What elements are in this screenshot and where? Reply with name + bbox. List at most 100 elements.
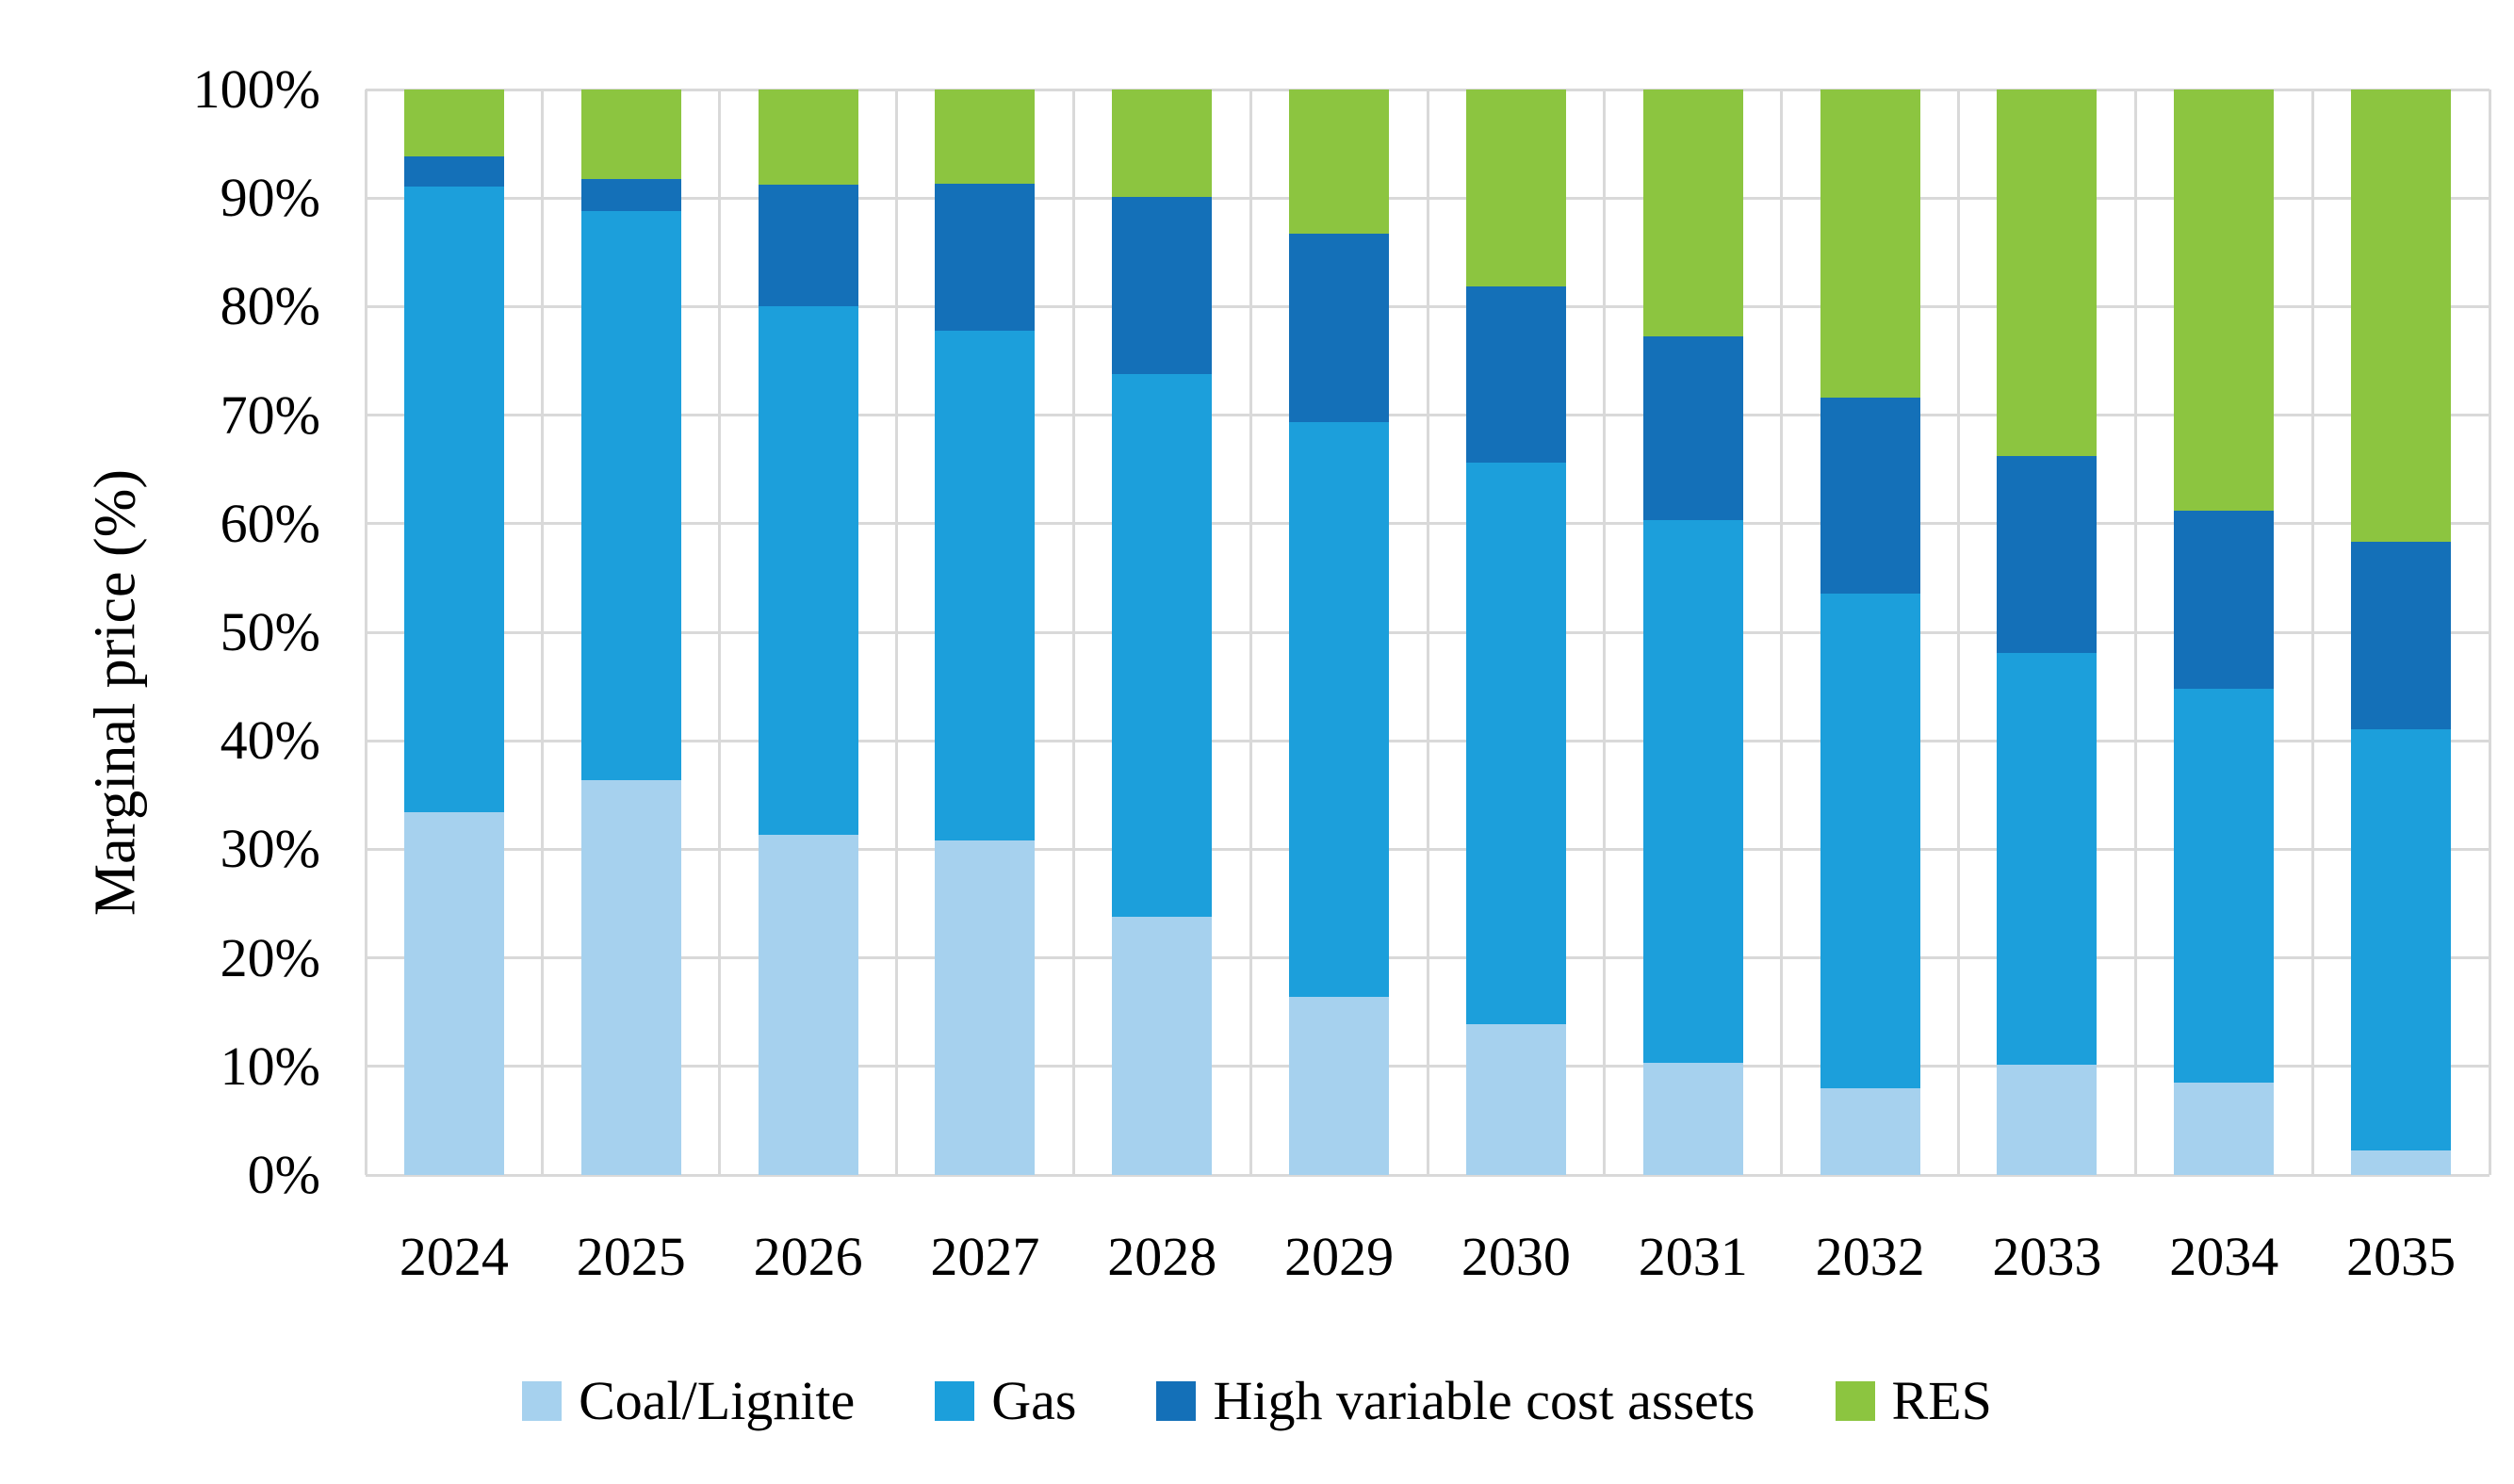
gridline-vertical-0 (364, 90, 367, 1175)
segment-coal-lignite-2027 (935, 840, 1036, 1175)
bar-2033 (1997, 90, 2098, 1175)
legend-item-gas: Gas (935, 1368, 1076, 1434)
x-label-2029: 2029 (1284, 1226, 1395, 1287)
segment-coal-lignite-2034 (2174, 1083, 2275, 1175)
plot-area (364, 88, 2491, 1177)
legend-label-coal-lignite: Coal/Lignite (579, 1370, 856, 1431)
segment-res-2032 (1820, 90, 1920, 399)
segment-gas-2027 (935, 330, 1036, 841)
segment-res-2035 (2351, 90, 2452, 543)
bar-2032 (1820, 90, 1920, 1175)
segment-coal-lignite-2033 (1997, 1064, 2098, 1175)
segment-res-2030 (1465, 90, 1566, 286)
legend-swatch-res (1835, 1381, 1875, 1421)
x-label-2027: 2027 (930, 1226, 1040, 1287)
bar-2026 (758, 90, 858, 1175)
y-tick-label-0: 0% (247, 1144, 320, 1205)
x-label-2025: 2025 (576, 1226, 686, 1287)
segment-high-variable-cost-assets-2032 (1820, 398, 1920, 594)
segment-gas-2032 (1820, 593, 1920, 1088)
x-label-2035: 2035 (2346, 1226, 2457, 1287)
x-label-2026: 2026 (753, 1226, 863, 1287)
segment-gas-2033 (1997, 652, 2098, 1065)
segment-high-variable-cost-assets-2029 (1289, 234, 1390, 422)
y-tick-label-70: 70% (220, 383, 320, 446)
bar-2030 (1465, 90, 1566, 1175)
segment-gas-2024 (403, 186, 504, 813)
segment-res-2033 (1997, 90, 2098, 457)
segment-res-2028 (1112, 90, 1213, 198)
y-tick-label-20: 20% (220, 926, 320, 988)
segment-high-variable-cost-assets-2025 (580, 178, 681, 212)
legend-label-high-variable-cost-assets: High variable cost assets (1213, 1370, 1755, 1431)
x-label-2032: 2032 (1815, 1226, 1925, 1287)
segment-high-variable-cost-assets-2028 (1112, 197, 1213, 374)
segment-gas-2026 (758, 306, 858, 836)
gridline-vertical-4 (1071, 90, 1075, 1175)
segment-gas-2031 (1642, 520, 1743, 1064)
segment-coal-lignite-2030 (1465, 1023, 1566, 1175)
segment-gas-2025 (580, 211, 681, 780)
segment-coal-lignite-2035 (2351, 1150, 2452, 1175)
bar-2035 (2351, 90, 2452, 1175)
bar-2031 (1642, 90, 1743, 1175)
segment-high-variable-cost-assets-2024 (403, 156, 504, 187)
gridline-vertical-7 (1603, 90, 1607, 1175)
y-tick-label-10: 10% (220, 1035, 320, 1097)
legend-swatch-coal-lignite (522, 1381, 563, 1421)
segment-gas-2035 (2351, 728, 2452, 1150)
segment-high-variable-cost-assets-2034 (2174, 511, 2275, 689)
segment-coal-lignite-2032 (1820, 1087, 1920, 1175)
x-label-2034: 2034 (2169, 1226, 2279, 1287)
legend-swatch-high-variable-cost-assets (1156, 1381, 1197, 1421)
gridline-vertical-11 (2310, 90, 2314, 1175)
segment-res-2024 (403, 90, 504, 157)
gridline-vertical-9 (1957, 90, 1960, 1175)
legend-item-high-variable-cost-assets: High variable cost assets (1156, 1368, 1755, 1434)
segment-high-variable-cost-assets-2027 (935, 184, 1036, 331)
x-label-2028: 2028 (1107, 1226, 1217, 1287)
segment-high-variable-cost-assets-2031 (1642, 335, 1743, 521)
x-label-2033: 2033 (1992, 1226, 2102, 1287)
x-label-2024: 2024 (399, 1226, 509, 1287)
legend-item-res: RES (1835, 1368, 1992, 1434)
segment-gas-2034 (2174, 688, 2275, 1084)
segment-high-variable-cost-assets-2035 (2351, 542, 2452, 729)
gridline-horizontal-0 (366, 1173, 2490, 1177)
legend-swatch-gas (935, 1381, 975, 1421)
y-tick-label-30: 30% (220, 818, 320, 880)
segment-coal-lignite-2029 (1289, 997, 1390, 1175)
segment-res-2031 (1642, 90, 1743, 336)
segment-coal-lignite-2025 (580, 779, 681, 1175)
bar-2025 (580, 90, 681, 1175)
segment-res-2034 (2174, 90, 2275, 511)
bar-2027 (935, 90, 1036, 1175)
segment-coal-lignite-2028 (1112, 916, 1213, 1175)
segment-res-2029 (1289, 90, 1390, 235)
bar-2028 (1112, 90, 1213, 1175)
gridline-vertical-1 (541, 90, 545, 1175)
segment-res-2027 (935, 90, 1036, 185)
x-label-2031: 2031 (1638, 1226, 1748, 1287)
bar-2034 (2174, 90, 2275, 1175)
bar-2024 (403, 90, 504, 1175)
segment-res-2025 (580, 90, 681, 179)
legend-label-gas: Gas (991, 1370, 1077, 1431)
gridline-vertical-3 (895, 90, 898, 1175)
segment-high-variable-cost-assets-2026 (758, 185, 858, 307)
gridline-vertical-6 (1426, 90, 1429, 1175)
y-tick-label-80: 80% (220, 275, 320, 337)
segment-high-variable-cost-assets-2030 (1465, 285, 1566, 464)
legend: Coal/Lignite Gas High variable cost assets… (0, 1368, 2514, 1434)
y-tick-label-90: 90% (220, 167, 320, 229)
gridline-vertical-8 (1780, 90, 1784, 1175)
gridline-vertical-5 (1249, 90, 1252, 1175)
segment-gas-2029 (1289, 421, 1390, 998)
x-label-2030: 2030 (1461, 1226, 1571, 1287)
bar-2029 (1289, 90, 1390, 1175)
segment-res-2026 (758, 90, 858, 186)
legend-item-coal-lignite: Coal/Lignite (522, 1368, 855, 1434)
y-tick-label-50: 50% (220, 601, 320, 662)
segment-gas-2028 (1112, 373, 1213, 917)
